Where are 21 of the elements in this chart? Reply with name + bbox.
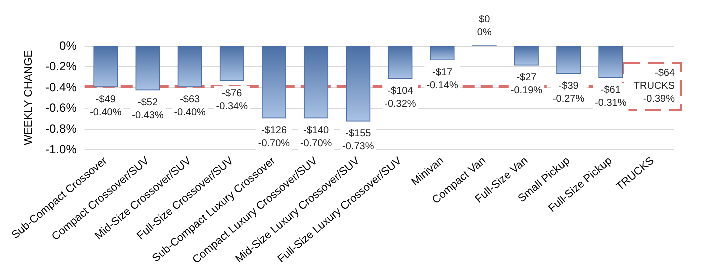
y-tick-label: -0.6% xyxy=(46,101,78,116)
data-label: -$61 -0.31% xyxy=(595,85,627,110)
data-label: -$155 -0.73% xyxy=(342,128,374,153)
ref-line-label: -$64 TRUCKS -0.39% xyxy=(634,68,676,105)
y-axis-title: WEEKLY CHANGE xyxy=(23,50,36,146)
data-label: $0 0% xyxy=(477,14,492,39)
y-tick-label: -0.4% xyxy=(46,80,78,94)
y-tick-label: -0.2% xyxy=(46,60,78,74)
data-label: -$76 -0.34% xyxy=(216,88,248,112)
y-tick-label: -1.0% xyxy=(46,142,78,157)
data-label: -$39 -0.27% xyxy=(552,80,585,105)
y-tick-label: 0% xyxy=(60,39,78,53)
data-label: -$63 -0.40% xyxy=(174,94,206,118)
data-label: -$17 -0.14% xyxy=(426,68,459,92)
data-label: -$52 -0.43% xyxy=(132,98,164,122)
data-label: -$49 -0.40% xyxy=(90,94,122,118)
data-label: -$126 -0.70% xyxy=(258,126,290,150)
data-label: -$104 -0.32% xyxy=(384,86,416,110)
data-label: -$140 -0.70% xyxy=(300,126,332,150)
data-label: -$27 -0.19% xyxy=(510,72,543,97)
y-tick-label: -0.8% xyxy=(46,122,78,136)
